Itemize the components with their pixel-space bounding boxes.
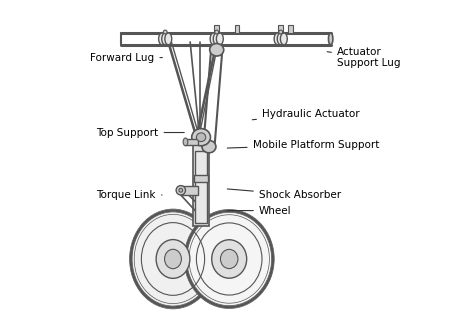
Ellipse shape: [279, 30, 283, 34]
Ellipse shape: [164, 249, 182, 269]
Text: Shock Absorber: Shock Absorber: [227, 189, 341, 200]
Ellipse shape: [281, 33, 287, 45]
Ellipse shape: [217, 33, 223, 45]
Bar: [194, 175, 208, 182]
Text: Wheel: Wheel: [228, 206, 292, 215]
Ellipse shape: [159, 33, 165, 45]
Ellipse shape: [210, 43, 224, 56]
Ellipse shape: [212, 240, 246, 278]
Text: Mobile Platform Support: Mobile Platform Support: [228, 140, 379, 150]
Text: Hydraulic Actuator: Hydraulic Actuator: [252, 109, 360, 120]
Ellipse shape: [213, 33, 220, 45]
Bar: [195, 151, 207, 223]
Bar: [185, 139, 198, 145]
Ellipse shape: [210, 33, 217, 45]
Bar: [288, 25, 292, 33]
Ellipse shape: [191, 129, 210, 146]
Ellipse shape: [162, 33, 169, 45]
Ellipse shape: [185, 211, 273, 307]
Ellipse shape: [196, 133, 206, 141]
Bar: [235, 25, 239, 33]
Ellipse shape: [156, 240, 190, 278]
Ellipse shape: [131, 210, 215, 307]
Ellipse shape: [277, 33, 284, 45]
Bar: [278, 25, 283, 33]
Text: Torque Link: Torque Link: [97, 190, 162, 200]
Ellipse shape: [202, 140, 216, 153]
Bar: [181, 186, 198, 195]
Ellipse shape: [274, 33, 281, 45]
Ellipse shape: [176, 186, 185, 195]
Text: Actuator
Support Lug: Actuator Support Lug: [327, 47, 401, 68]
Ellipse shape: [164, 30, 167, 34]
Bar: [193, 139, 209, 226]
Ellipse shape: [328, 33, 333, 45]
Ellipse shape: [183, 138, 188, 146]
Ellipse shape: [215, 30, 219, 34]
Ellipse shape: [165, 33, 172, 45]
Ellipse shape: [179, 188, 182, 192]
Ellipse shape: [220, 249, 238, 269]
Text: Forward Lug: Forward Lug: [90, 53, 163, 63]
Text: Top Support: Top Support: [97, 128, 184, 138]
Bar: [214, 25, 219, 33]
